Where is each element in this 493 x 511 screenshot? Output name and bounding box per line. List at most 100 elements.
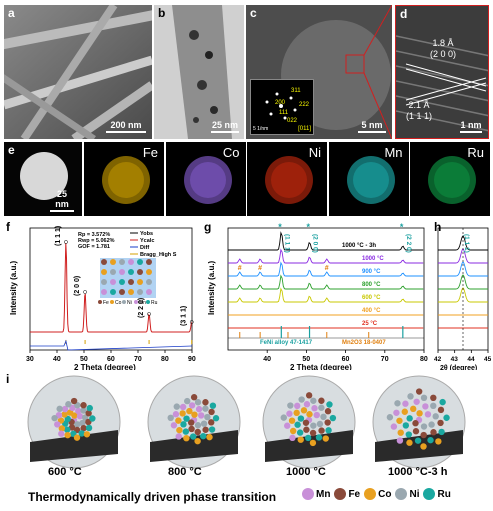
atom (208, 419, 215, 426)
atom (396, 437, 404, 444)
atom (430, 402, 437, 410)
crystal-atom (119, 259, 125, 265)
single-fiber-tem-image (154, 5, 244, 139)
atom (430, 394, 437, 402)
phase-marker: * (307, 222, 311, 232)
eds-element-label: Fe (142, 145, 158, 160)
atom (300, 407, 308, 414)
atom (320, 413, 327, 421)
atom (81, 414, 89, 421)
stage-label-800: 800 °C (168, 466, 202, 478)
yobs-point (147, 312, 151, 316)
series-line (438, 235, 488, 251)
atom (61, 405, 69, 413)
atom (70, 397, 78, 405)
atom-legend-label: Fe (103, 300, 109, 306)
atom (61, 411, 68, 418)
series-label: 600 °C (362, 295, 381, 301)
legend-label: Diff (140, 245, 149, 251)
atom (202, 399, 209, 406)
atom (188, 402, 196, 409)
atom (401, 408, 408, 415)
caption: Thermodynamically driven phase transitio… (28, 490, 277, 504)
atom (297, 415, 305, 422)
atom (289, 434, 296, 442)
crystal-atom (128, 289, 134, 295)
series-label: 1000 °C - 3h (342, 243, 376, 249)
atom (56, 405, 63, 413)
peak-label: (1 1 1) (55, 226, 62, 246)
oxide-marker: # (325, 265, 329, 272)
scale-bar: 5 nm (358, 120, 386, 133)
fft-label-200: 200 (275, 100, 286, 106)
atom (79, 419, 86, 427)
atom (288, 417, 296, 424)
series-line (438, 261, 488, 277)
x-tick-label: 42 (434, 356, 442, 363)
atom (190, 433, 197, 440)
atom (313, 411, 320, 419)
panel-letter: i (6, 372, 10, 386)
atom (309, 439, 317, 447)
peak-label: (3 1 1) (181, 306, 188, 326)
substrate (150, 430, 238, 462)
atom (73, 434, 81, 441)
series-label: 800 °C (362, 282, 381, 288)
x-tick-label: 80 (161, 356, 169, 363)
atom (437, 419, 444, 427)
y-axis-label: Intensity (a.u.) (9, 260, 18, 315)
atom (315, 434, 323, 441)
atom (58, 430, 65, 437)
d-spacing-111: 2.1 Å (1 1 1) (406, 100, 433, 121)
atom-legend-label: Mn (139, 300, 146, 306)
panel-letter: a (8, 6, 15, 20)
crystal-atom (137, 259, 143, 265)
atom (305, 392, 313, 399)
substrate (265, 430, 353, 462)
x-tick-label: 50 (80, 356, 88, 363)
atom (407, 393, 414, 400)
panel-b-tem: b 25 nm (154, 5, 244, 139)
atom (190, 394, 198, 401)
atom (65, 401, 72, 408)
phase-marker: * (278, 222, 282, 232)
atom (306, 411, 313, 418)
lattice-fringes (396, 6, 488, 138)
atom (302, 419, 310, 426)
atom (200, 432, 207, 440)
series-line (228, 248, 424, 264)
scale-bar: 200 nm (106, 120, 146, 133)
atom (402, 400, 409, 407)
atom (311, 405, 318, 412)
d-spacing-200: 1.8 Å (2 0 0) (430, 38, 457, 59)
atom (80, 424, 87, 432)
atom (76, 413, 84, 420)
atom (167, 414, 174, 422)
atom (413, 398, 420, 405)
series-line (228, 287, 424, 303)
atom (406, 439, 413, 446)
x-tick-label: 70 (381, 356, 389, 363)
fft-inset: 311 200 111 222 022 5 1/nm [011] (250, 79, 314, 135)
atom-legend-label: Ni (127, 300, 132, 306)
panel-letter: f (6, 220, 10, 234)
atom (412, 420, 419, 427)
haadf-particle (20, 152, 68, 200)
crystal-atom (110, 279, 116, 285)
atom-legend-dot (134, 300, 138, 304)
series-line (228, 261, 424, 277)
atom (188, 419, 195, 426)
atom (396, 417, 403, 424)
scale-bar: 1 nm (460, 120, 482, 133)
x-tick-label: 40 (263, 356, 271, 363)
atom (435, 438, 442, 445)
atom (420, 394, 428, 402)
atom (289, 427, 297, 435)
atom (89, 415, 96, 422)
atom (422, 403, 429, 410)
yobs-point (64, 240, 68, 244)
crystal-atom (110, 289, 116, 295)
atom (191, 411, 198, 418)
fft-label-022: 022 (287, 118, 298, 124)
atom (64, 415, 71, 423)
